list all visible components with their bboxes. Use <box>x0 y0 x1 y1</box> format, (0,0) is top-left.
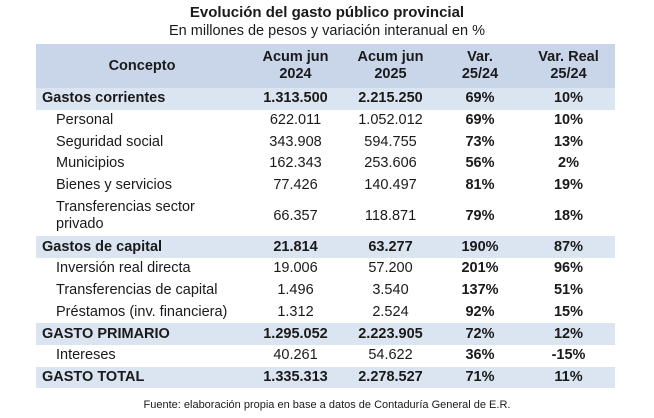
cell-2025: 2.278.527 <box>343 366 438 389</box>
table-row-transferencias-capital: Transferencias de capital 1.496 3.540 13… <box>36 280 615 302</box>
cell-var: 201% <box>461 260 499 277</box>
cell-2025: 57.200 <box>368 260 413 277</box>
cell-var: 190% <box>438 236 522 259</box>
cell-var-real: 19% <box>553 177 584 194</box>
cell-2025: 140.497 <box>364 177 417 194</box>
cell-var: 73% <box>465 133 495 150</box>
cell-var: 81% <box>465 177 495 194</box>
header-acum-2025: Acum jun 2025 <box>343 44 438 88</box>
cell-2024: 40.261 <box>273 347 318 364</box>
cell-var: 71% <box>438 366 522 389</box>
cell-var-real: 15% <box>553 303 584 320</box>
row-label: Municipios <box>56 155 125 172</box>
cell-2024: 1.295.052 <box>248 323 343 345</box>
header-acum-2024: Acum jun 2024 <box>248 44 343 88</box>
table-row-gastos-capital: Gastos de capital 21.814 63.277 190% 87% <box>36 236 615 259</box>
cell-2025: 2.215.250 <box>343 88 438 110</box>
cell-var: 69% <box>465 112 495 129</box>
table-row-gasto-primario: GASTO PRIMARIO 1.295.052 2.223.905 72% 1… <box>36 323 615 345</box>
figure-subtitle: En millones de pesos y variación interan… <box>169 23 485 39</box>
table-row-transferencias-sector-privado: Transferencias sector privado 66.357 118.… <box>36 196 615 236</box>
cell-2024: 1.313.500 <box>248 88 343 110</box>
cell-2025: 1.052.012 <box>358 112 423 129</box>
figure-title: Evolución del gasto público provincial <box>189 4 465 21</box>
table-row-personal: Personal 622.011 1.052.012 69% 10% <box>36 110 615 132</box>
row-label: Préstamos (inv. financiera) <box>56 303 228 320</box>
cell-var: 92% <box>465 303 495 320</box>
row-label: Transferencias sector privado <box>56 199 195 233</box>
cell-var: 36% <box>465 347 495 364</box>
cell-2025: 594.755 <box>364 133 417 150</box>
source-note: Fuente: elaboración propia en base a dat… <box>143 399 511 411</box>
cell-2024: 343.908 <box>269 133 322 150</box>
cell-var: 69% <box>438 88 522 110</box>
row-label: Gastos corrientes <box>36 88 248 110</box>
cell-var-real: 11% <box>522 366 615 389</box>
table-row-gastos-corrientes: Gastos corrientes 1.313.500 2.215.250 69… <box>36 88 615 110</box>
table-row-seguridad-social: Seguridad social 343.908 594.755 73% 13% <box>36 131 615 153</box>
cell-2024: 21.814 <box>248 236 343 259</box>
row-label: Gastos de capital <box>36 236 248 259</box>
cell-var-real: 10% <box>522 88 615 110</box>
cell-var: 137% <box>461 282 499 299</box>
table-row-intereses: Intereses 40.261 54.622 36% -15% <box>36 345 615 367</box>
row-label: Transferencias de capital <box>56 282 218 299</box>
cell-2024: 162.343 <box>269 155 322 172</box>
cell-2025: 2.223.905 <box>343 323 438 345</box>
row-label: Bienes y servicios <box>56 177 173 194</box>
row-label: Inversión real directa <box>56 260 191 277</box>
cell-var-real: 10% <box>553 112 584 129</box>
cell-var-real: 51% <box>553 282 584 299</box>
header-row: Concepto Acum jun 2024 Acum jun 2025 Var. 2… <box>36 44 615 88</box>
cell-2025: 63.277 <box>343 236 438 259</box>
cell-var: 56% <box>465 155 495 172</box>
cell-var-real: 96% <box>553 260 584 277</box>
cell-var-real: 87% <box>522 236 615 259</box>
row-label: Intereses <box>56 347 116 364</box>
cell-2024: 19.006 <box>273 260 318 277</box>
cell-2024: 66.357 <box>273 207 318 224</box>
table-row-municipios: Municipios 162.343 253.606 56% 2% <box>36 153 615 175</box>
table-row-inversion-real-directa: Inversión real directa 19.006 57.200 201… <box>36 258 615 280</box>
header-var-real: Var. Real 25/24 <box>522 44 615 88</box>
row-label: Seguridad social <box>56 133 164 150</box>
cell-var-real: 13% <box>553 133 584 150</box>
cell-2024: 1.496 <box>277 282 314 299</box>
cell-2024: 1.335.313 <box>248 366 343 389</box>
cell-var-real: 18% <box>553 207 584 224</box>
cell-2024: 622.011 <box>269 112 322 129</box>
header-var: Var. 25/24 <box>438 44 522 88</box>
header-concepto: Concepto <box>36 44 248 88</box>
cell-var-real: 12% <box>522 323 615 345</box>
row-label: GASTO TOTAL <box>36 366 248 389</box>
cell-2024: 77.426 <box>273 177 318 194</box>
cell-var-real: 2% <box>558 155 579 172</box>
cell-var-real: -15% <box>551 347 586 364</box>
cell-2025: 54.622 <box>368 347 413 364</box>
cell-var: 72% <box>438 323 522 345</box>
cell-var: 79% <box>465 207 495 224</box>
table-row-bienes-servicios: Bienes y servicios 77.426 140.497 81% 19… <box>36 175 615 197</box>
cell-2025: 253.606 <box>364 155 417 172</box>
cell-2025: 118.871 <box>364 207 417 224</box>
cell-2025: 2.524 <box>372 303 409 320</box>
cell-2024: 1.312 <box>277 303 314 320</box>
table-row-prestamos: Préstamos (inv. financiera) 1.312 2.524 … <box>36 302 615 324</box>
cell-2025: 3.540 <box>372 282 409 299</box>
table-row-gasto-total: GASTO TOTAL 1.335.313 2.278.527 71% 11% <box>36 366 615 389</box>
row-label: GASTO PRIMARIO <box>36 323 248 345</box>
row-label: Personal <box>56 112 114 129</box>
expense-table: Concepto Acum jun 2024 Acum jun 2025 Var. 2… <box>36 44 615 389</box>
